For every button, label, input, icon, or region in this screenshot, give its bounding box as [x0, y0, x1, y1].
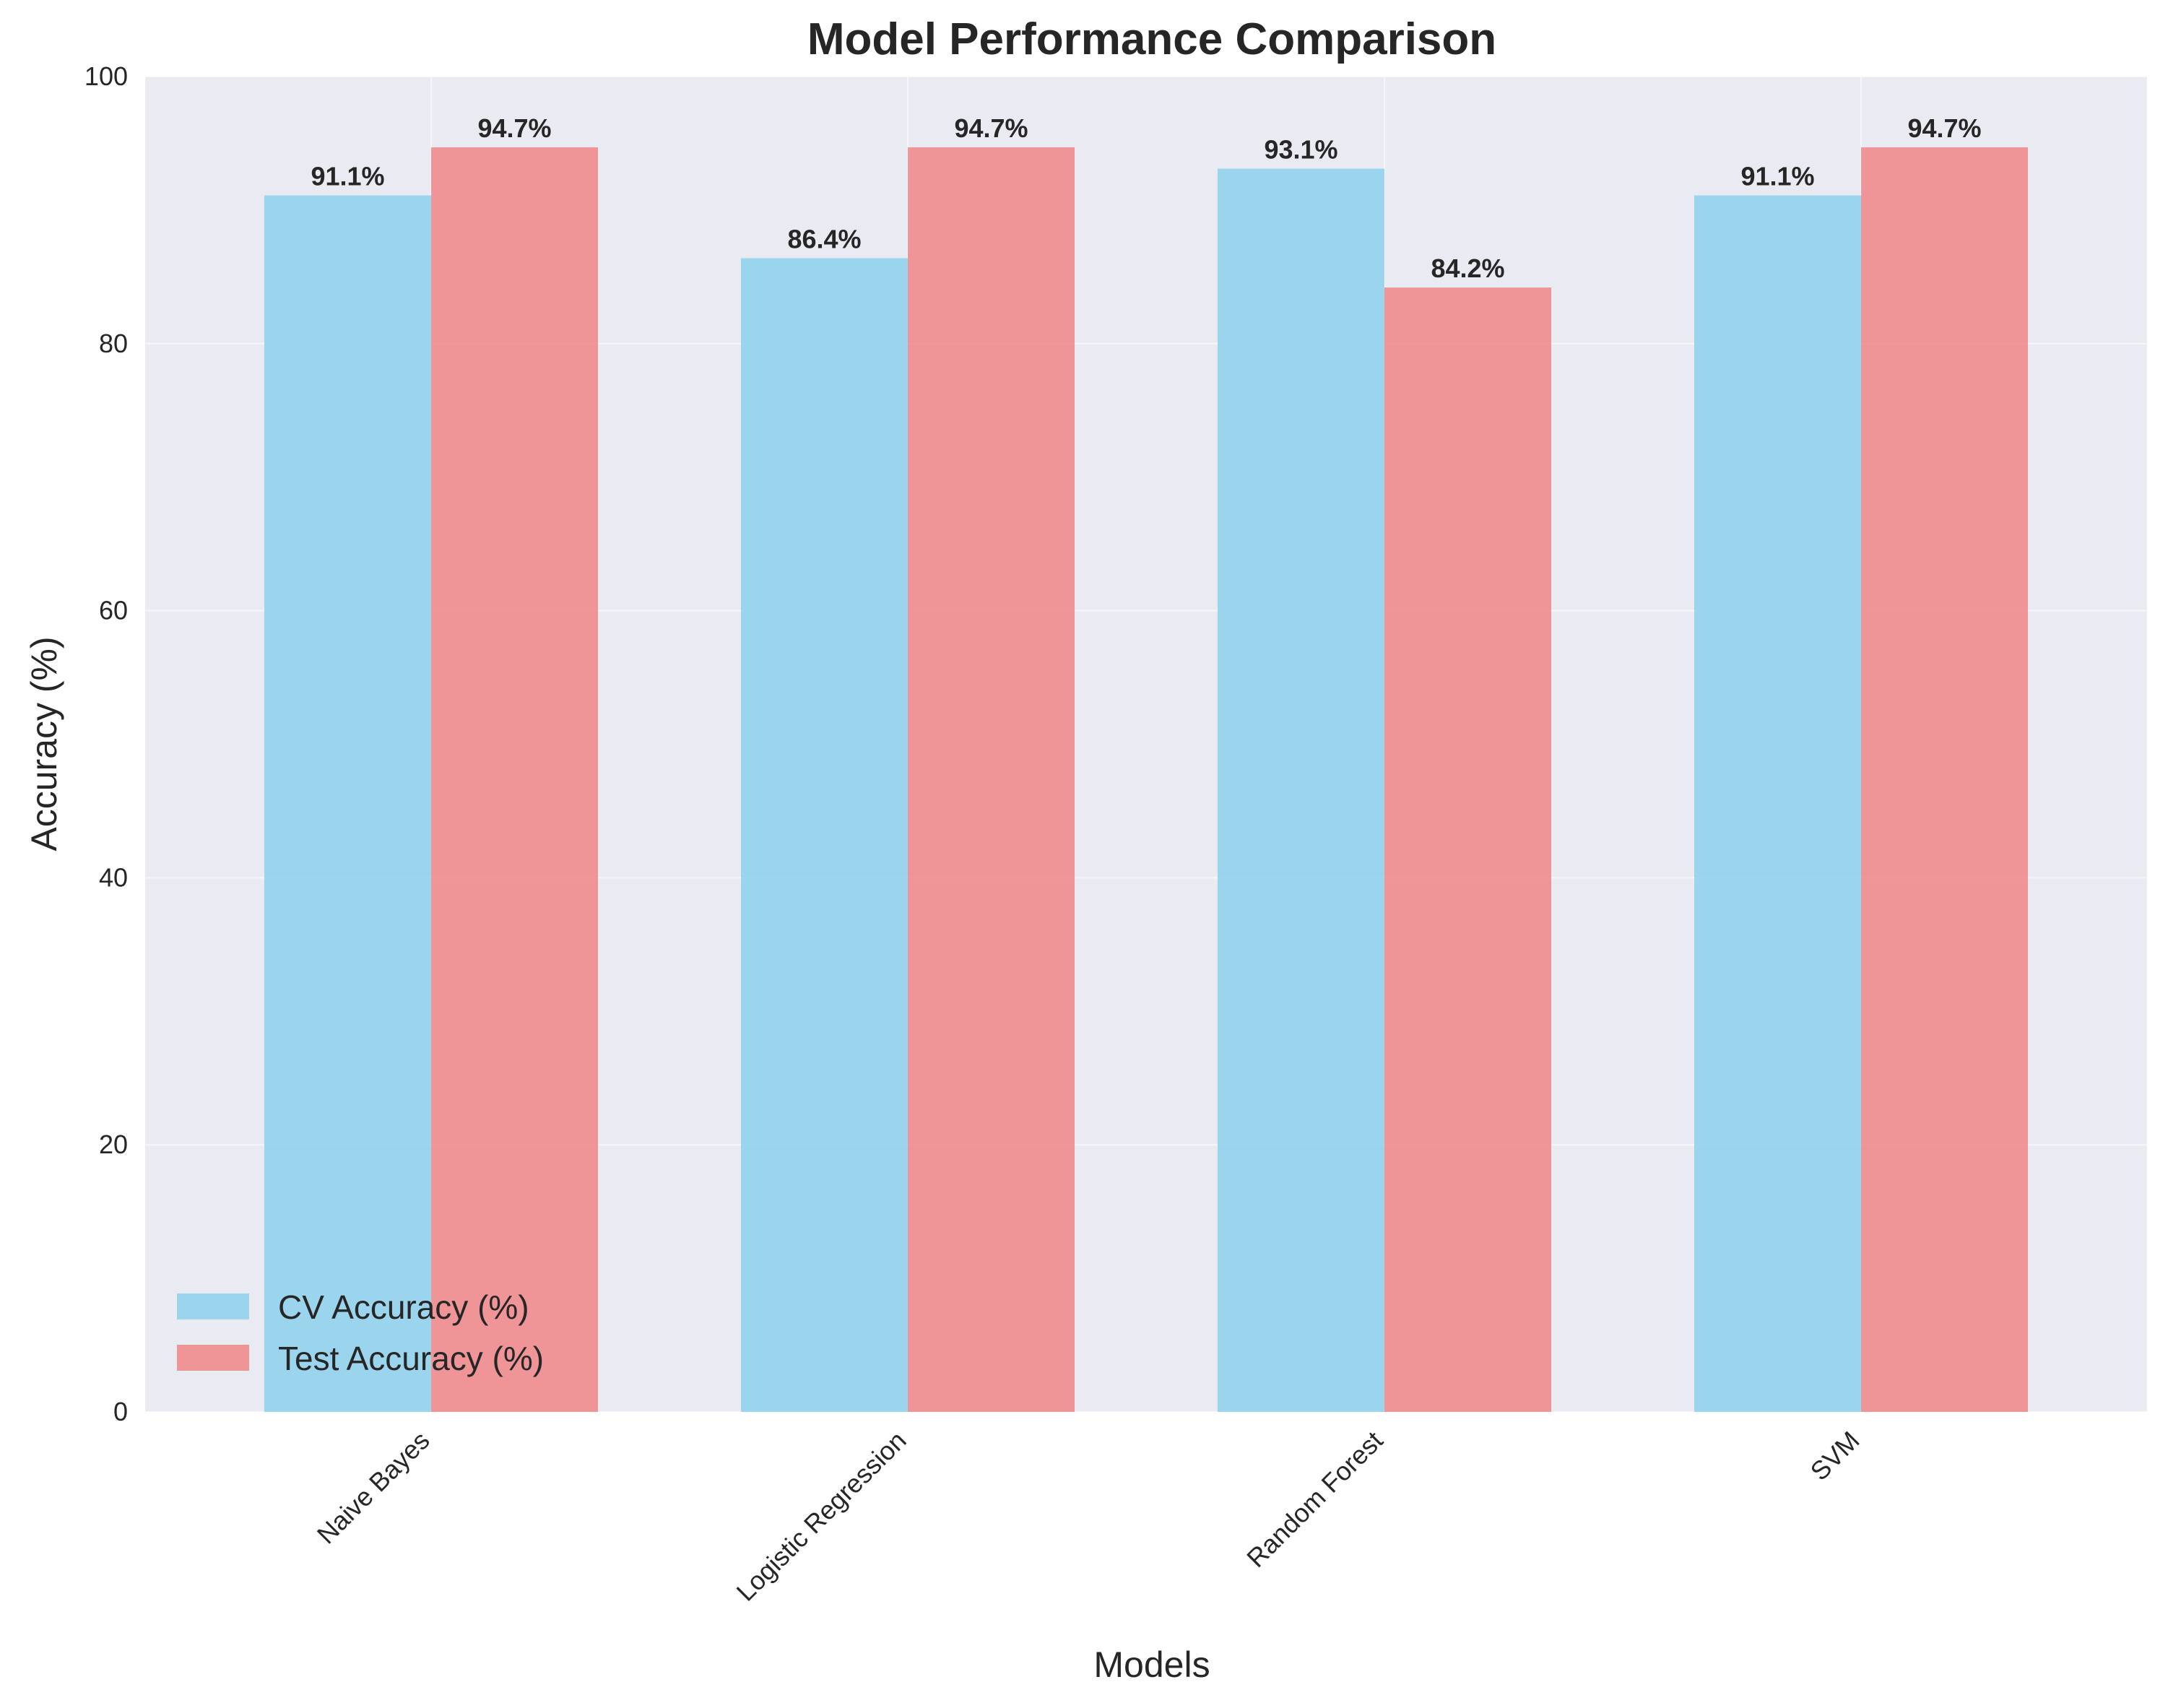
bar-value-label: 94.7%	[1907, 113, 1981, 143]
y-tick-label: 0	[113, 1397, 128, 1426]
bar-test-accuracy	[908, 147, 1075, 1413]
bar-cv-accuracy	[741, 258, 908, 1412]
bar-value-label: 93.1%	[1264, 135, 1337, 165]
bar-cv-accuracy	[1694, 195, 1861, 1412]
bar-value-label: 91.1%	[311, 162, 384, 191]
y-tick-label: 80	[99, 329, 128, 358]
bar-value-label: 94.7%	[477, 113, 551, 143]
legend: CV Accuracy (%) Test Accuracy (%)	[177, 1288, 544, 1377]
bar-value-label: 94.7%	[954, 113, 1028, 143]
y-tick-label: 20	[99, 1130, 128, 1159]
legend-label-cv: CV Accuracy (%)	[278, 1288, 529, 1326]
bars-group	[264, 147, 2028, 1413]
bar-cv-accuracy	[264, 195, 431, 1412]
bar-test-accuracy	[1384, 287, 1551, 1413]
bar-cv-accuracy	[1218, 168, 1384, 1412]
x-axis-label: Models	[1093, 1644, 1210, 1685]
legend-swatch-cv	[177, 1293, 249, 1319]
y-axis-label: Accuracy (%)	[24, 636, 64, 851]
y-tick-label: 100	[84, 61, 128, 91]
bar-test-accuracy	[431, 147, 598, 1413]
y-tick-label: 40	[99, 862, 128, 892]
y-axis-ticks: 0 20 40 60 80 100	[84, 61, 128, 1426]
bar-value-label: 86.4%	[787, 224, 861, 253]
y-tick-label: 60	[99, 596, 128, 625]
chart-title: Model Performance Comparison	[807, 14, 1496, 64]
bar-value-label: 91.1%	[1740, 162, 1814, 191]
bar-value-label: 84.2%	[1431, 253, 1504, 283]
bar-test-accuracy	[1861, 147, 2028, 1413]
legend-label-test: Test Accuracy (%)	[278, 1340, 544, 1377]
data-labels-group: 91.1% 86.4% 93.1% 91.1% 94.7% 94.7% 84.2% 94.7%	[311, 113, 1981, 283]
legend-swatch-test	[177, 1345, 249, 1371]
